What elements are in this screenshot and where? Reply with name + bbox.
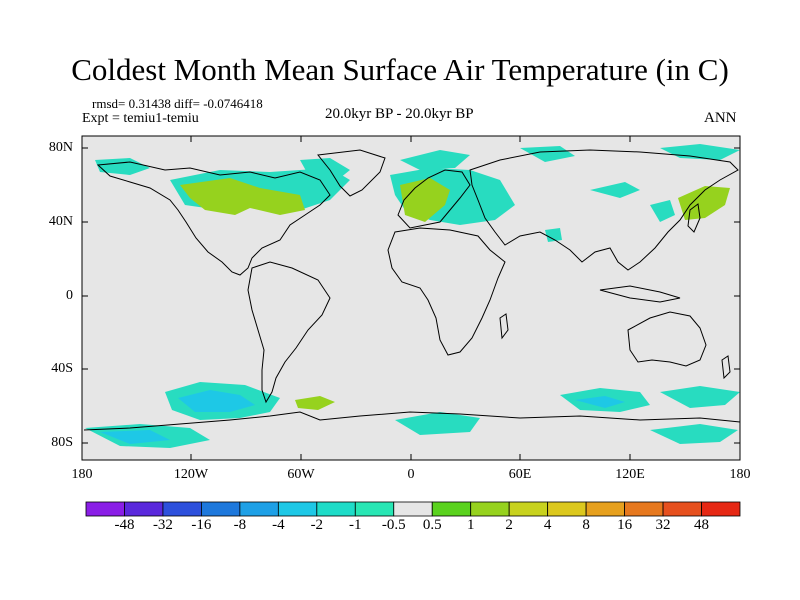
colorbar-swatch [470, 501, 510, 517]
experiment-label: Expt = temiu1-temiu [82, 111, 199, 126]
colorbar-swatch [393, 501, 433, 517]
coast-south-america [247, 261, 331, 404]
colorbar-swatch [547, 501, 587, 517]
colorbar-label: 48 [694, 517, 710, 533]
colorbar-swatch [431, 501, 472, 517]
patch-arctic-far-east-cool [660, 144, 740, 160]
patch-europe-warm [400, 178, 450, 222]
coast-north-america [96, 161, 331, 276]
lon-label: 180 [71, 467, 93, 482]
coast-new-zealand [721, 355, 731, 380]
colorbar-label: 4 [543, 517, 552, 533]
coast-australia [627, 311, 707, 367]
colorbar-swatch [624, 501, 664, 517]
patch-east-asia-warm [678, 186, 730, 220]
lat-label: 80N [48, 140, 73, 155]
lon-label: 60E [508, 467, 532, 482]
patch-north-america-warm [180, 178, 305, 215]
lon-label: 180 [729, 467, 751, 482]
lon-label: 60W [287, 467, 315, 482]
colorbar-label: -32 [152, 517, 173, 533]
lat-label: 40S [51, 361, 73, 376]
colorbar-label: 8 [582, 517, 590, 533]
coast-asia [469, 149, 739, 271]
period-label: 20.0kyr BP - 20.0kyr BP [325, 106, 474, 122]
colorbar-swatch [124, 501, 164, 517]
colorbar-swatch [201, 501, 241, 517]
patch-antarctic-east-cool [395, 412, 480, 435]
patch-south-pacific-deep [178, 390, 255, 412]
coast-antarctica [83, 411, 741, 431]
colorbar-swatch [585, 501, 625, 517]
colorbar-label: -48 [114, 517, 135, 533]
colorbar-label: -8 [233, 517, 247, 533]
axis-ticks [82, 136, 740, 460]
season-label: ANN [704, 110, 737, 126]
lon-label: 0 [407, 467, 415, 482]
colorbar-swatch [85, 501, 125, 517]
patch-arctic-east-cool [520, 146, 575, 162]
patch-antarctic-far-east-cool [650, 424, 738, 444]
patch-alaska-cool [95, 158, 150, 175]
coastlines [83, 149, 741, 431]
coast-japan [687, 203, 701, 233]
colorbar [85, 501, 741, 517]
colorbar-label: 16 [617, 517, 633, 533]
colorbar-swatch [354, 501, 395, 517]
colorbar-label: -16 [191, 517, 212, 533]
colorbar-swatch [162, 501, 202, 517]
coast-indonesia [599, 285, 681, 303]
lon-label: 120E [615, 467, 645, 482]
colorbar-label: 0.5 [422, 517, 442, 533]
lat-label: 0 [66, 288, 73, 303]
patch-siberia-cool [590, 182, 640, 198]
stats-line: rmsd= 0.31438 diff= -0.0746418 [92, 96, 263, 111]
colorbar-swatch [316, 501, 356, 517]
colorbar-label: -0.5 [381, 517, 406, 533]
chart-title: Coldest Month Mean Surface Air Temperatu… [71, 52, 729, 87]
patch-antarctic-west-deep [100, 430, 170, 444]
anomaly-patches [85, 144, 740, 448]
colorbar-swatch [508, 501, 549, 517]
colorbar-label: 2 [505, 517, 513, 533]
patch-east-asia-cool [650, 200, 675, 222]
coast-madagascar [499, 313, 509, 340]
coast-greenland [317, 149, 386, 197]
lat-label: 80S [51, 435, 73, 450]
patch-south-atlantic-warm [295, 396, 335, 410]
lat-label: 40N [48, 214, 73, 229]
patch-south-indian-deep [575, 396, 625, 408]
colorbar-swatch [277, 501, 318, 517]
colorbar-label: -2 [310, 517, 324, 533]
coast-europe [397, 169, 471, 229]
patch-middle-east-cool [545, 228, 562, 242]
colorbar-label: -4 [272, 517, 285, 533]
lon-label: 120W [173, 467, 209, 482]
colorbar-swatch [701, 501, 741, 517]
coast-africa [387, 227, 506, 356]
patch-arctic-canada-cool [300, 158, 350, 182]
patch-south-east-cool [660, 386, 740, 408]
colorbar-label: 32 [655, 517, 671, 533]
colorbar-label: -1 [349, 517, 362, 533]
colorbar-swatch [239, 501, 279, 517]
patch-arctic-north-cool [400, 150, 470, 170]
colorbar-label: 1 [466, 517, 475, 533]
colorbar-swatch [662, 501, 702, 517]
